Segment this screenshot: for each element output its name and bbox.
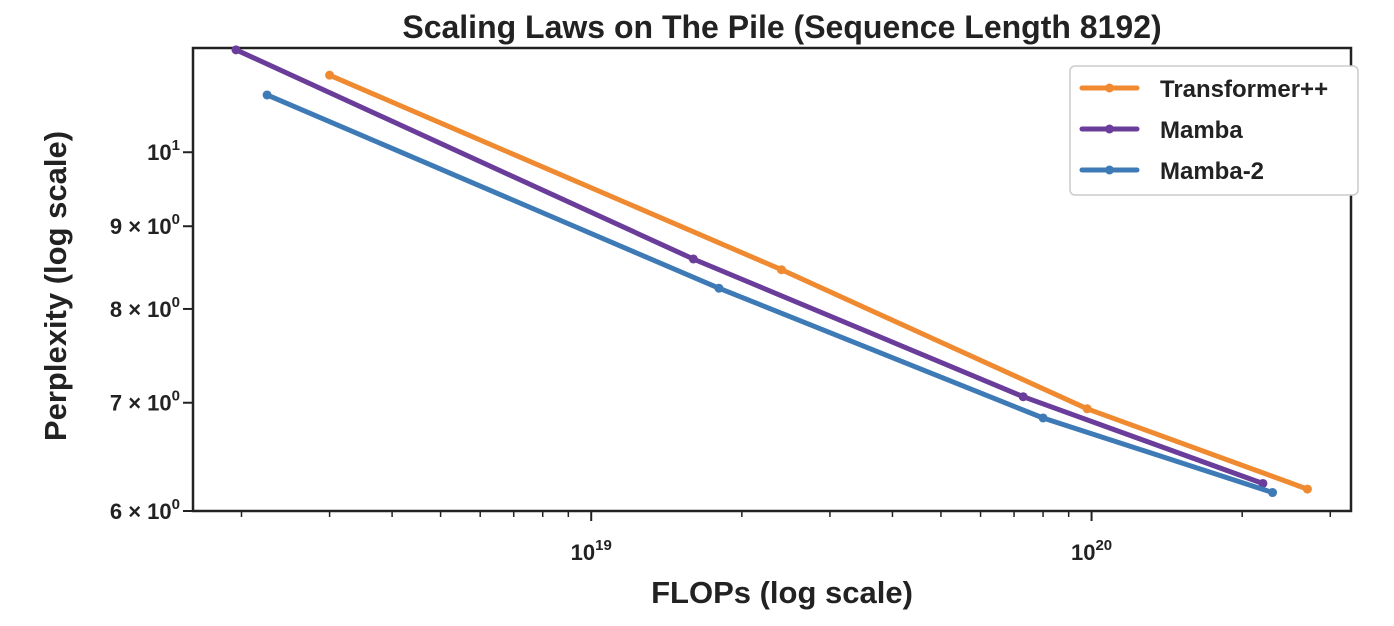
y-tick-exponent: 0: [172, 294, 180, 311]
series-line-mamba: [233, 47, 1266, 486]
y-tick-mantissa: 8 × 10: [110, 297, 172, 322]
x-tick-label: 1020: [1071, 537, 1112, 565]
x-tick-base: 10: [571, 540, 595, 565]
y-tick-label: 7 × 100: [110, 388, 180, 416]
data-point: [1268, 488, 1278, 498]
y-axis-label: Perplexity (log scale): [38, 131, 73, 441]
y-tick-exponent: 0: [172, 388, 180, 405]
x-tick-exponent: 20: [1095, 537, 1112, 554]
data-point: [1082, 404, 1092, 414]
legend-label: Mamba: [1160, 117, 1243, 144]
data-point: [688, 254, 698, 264]
y-tick-label: 6 × 100: [110, 496, 180, 524]
y-tick-mantissa: 6 × 10: [110, 499, 172, 524]
x-tick-label: 1019: [571, 537, 612, 565]
data-point: [262, 90, 272, 100]
legend-marker: [1105, 165, 1114, 175]
data-point: [776, 265, 786, 275]
legend: Transformer++ Mamba Mamba-2: [1069, 65, 1359, 196]
data-point: [231, 45, 241, 55]
legend-marker: [1105, 83, 1114, 93]
data-point: [1258, 478, 1268, 488]
y-tick-exponent: 1: [172, 137, 180, 154]
data-point: [714, 283, 724, 293]
y-tick-label: 8 × 100: [110, 294, 180, 322]
legend-label: Mamba-2: [1160, 158, 1264, 185]
y-tick-mantissa: 7 × 10: [110, 391, 172, 416]
y-tick-label: 101: [147, 137, 180, 165]
series-line-transformer-: [327, 72, 1310, 492]
plot-area: [191, 46, 1353, 513]
x-tick-base: 10: [1071, 540, 1095, 565]
series-line-mamba-2: [264, 92, 1276, 495]
y-tick-mantissa: 9 × 10: [110, 214, 172, 239]
y-tick-mantissa: 10: [147, 140, 171, 165]
y-tick-label: 9 × 100: [110, 211, 180, 239]
x-axis-label: FLOPs (log scale): [651, 575, 913, 610]
data-point: [325, 70, 335, 80]
series-layer: [231, 45, 1312, 498]
y-tick-exponent: 0: [172, 496, 180, 513]
x-axis: 1019 1020: [240, 511, 1332, 565]
chart-title: Scaling Laws on The Pile (Sequence Lengt…: [402, 9, 1161, 45]
data-point: [1302, 484, 1312, 494]
data-point: [1038, 413, 1048, 423]
y-tick-exponent: 0: [172, 211, 180, 228]
legend-label: Transformer++: [1160, 76, 1328, 103]
legend-box: [1069, 65, 1359, 196]
data-point: [1018, 392, 1028, 402]
x-tick-exponent: 19: [595, 537, 612, 554]
legend-marker: [1105, 124, 1114, 134]
